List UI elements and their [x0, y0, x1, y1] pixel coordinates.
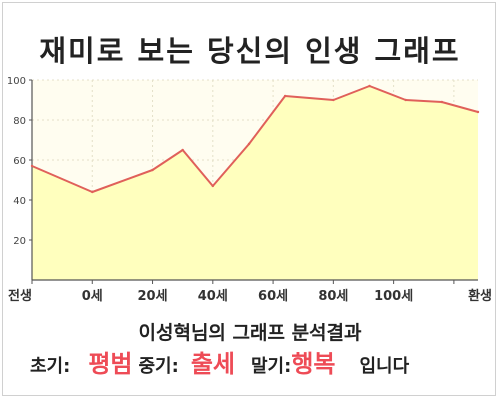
x-tick-label-1: 0세: [82, 289, 103, 304]
y-tick-label-40: 40: [13, 196, 26, 207]
page-title: 재미로 보는 당신의 인생 그래프: [39, 34, 461, 68]
data-point-6: [283, 94, 287, 98]
data-point-8: [368, 84, 371, 88]
x-tick-label-6: 100세: [374, 289, 413, 304]
data-point-3: [181, 148, 184, 152]
data-point-5: [247, 142, 251, 146]
y-tick-labels: 20 40 60 80 100: [7, 76, 26, 247]
ending-text: 입니다: [359, 356, 410, 377]
x-tick-labels: 전생 0세 20세 40세 60세 80세 100세 환생: [8, 288, 492, 304]
y-tick-label-60: 60: [13, 156, 26, 167]
x-tick-label-2: 20세: [138, 289, 168, 304]
middle-value: 출세: [190, 350, 235, 378]
x-tick-label-5: 80세: [318, 289, 348, 304]
early-value: 평범: [88, 350, 133, 378]
y-tick-label-80: 80: [13, 116, 26, 127]
data-point-0: [30, 164, 34, 168]
life-area-fill: [32, 86, 478, 280]
middle-label: 중기:: [138, 356, 179, 377]
data-point-10: [440, 100, 444, 104]
x-tick-label-4: 60세: [258, 289, 288, 304]
data-point-9: [404, 98, 407, 102]
data-point-1: [91, 190, 94, 194]
data-point-2: [151, 168, 154, 172]
x-tick-label-7: 환생: [468, 288, 492, 304]
early-label: 초기:: [30, 356, 71, 377]
analysis-title: 이성혁님의 그래프 분석결과: [138, 322, 362, 344]
late-value: 행복: [291, 350, 336, 378]
y-tick-label-20: 20: [13, 236, 26, 247]
data-point-4: [211, 184, 215, 188]
axes: [29, 79, 478, 284]
data-point-11: [476, 110, 480, 114]
y-tick-label-100: 100: [7, 76, 26, 87]
x-tick-label-3: 40세: [198, 289, 228, 304]
analysis-result-row: 초기: 평범 중기: 출세 말기: 행복 입니다: [30, 344, 409, 384]
life-line: [31, 85, 479, 193]
late-label: 말기:: [251, 356, 292, 377]
x-tick-label-0: 전생: [8, 288, 32, 304]
data-point-7: [332, 98, 335, 102]
